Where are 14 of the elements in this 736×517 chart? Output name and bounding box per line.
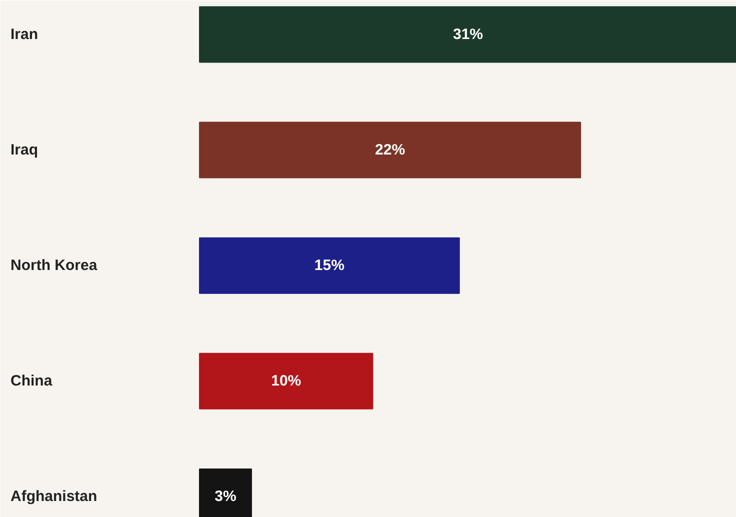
bar: [199, 237, 460, 294]
bar: [199, 122, 582, 178]
y-tick-label: Iran: [10, 26, 38, 43]
y-tick-label: Afghanistan: [10, 488, 98, 506]
bar: [199, 352, 374, 410]
data-label: 15%: [314, 257, 344, 274]
data-label: 22%: [375, 142, 406, 159]
data-label: 3%: [214, 488, 236, 506]
y-tick-label: Iraq: [10, 142, 38, 159]
y-tick-label: China: [10, 372, 53, 390]
data-label: 31%: [452, 26, 484, 43]
bar: [199, 6, 736, 63]
data-label: 10%: [271, 372, 302, 390]
y-tick-label: North Korea: [10, 257, 98, 274]
